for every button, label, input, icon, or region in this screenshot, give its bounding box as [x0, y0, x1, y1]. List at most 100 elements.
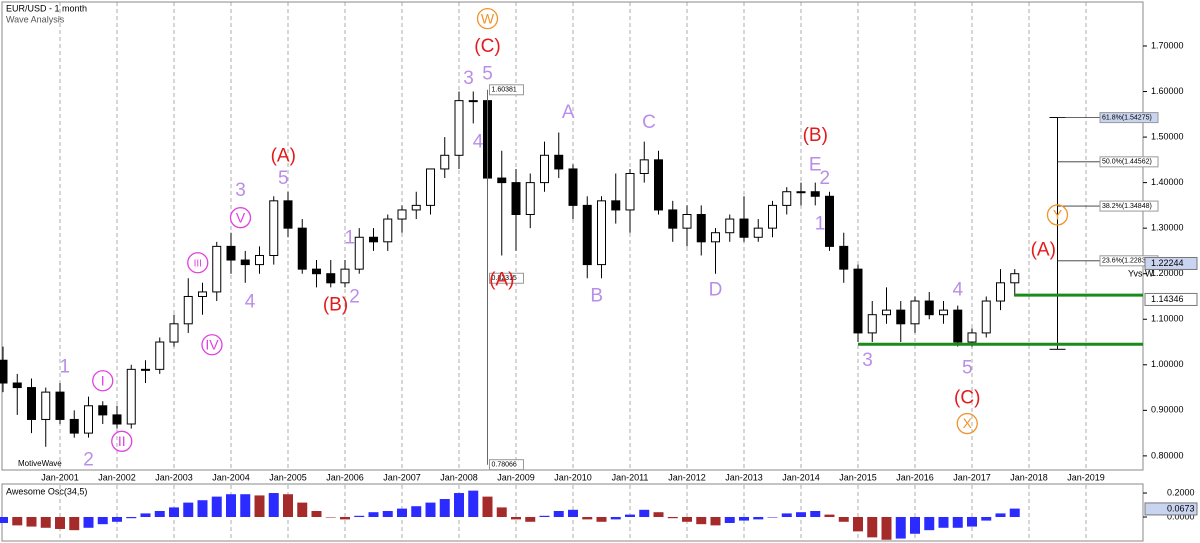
osc-bar — [468, 490, 479, 517]
price-tag-label: 0.0673 — [1167, 503, 1195, 513]
osc-bar — [995, 513, 1006, 517]
candle-body — [1010, 273, 1020, 284]
osc-bar — [126, 516, 137, 519]
annotation-circle — [229, 207, 252, 229]
candle-body — [867, 314, 877, 334]
wave-label: 3 — [235, 180, 246, 201]
osc-bar — [97, 516, 108, 525]
candle-body — [240, 259, 250, 266]
osc-bar — [824, 514, 835, 517]
price-tag — [1144, 502, 1198, 516]
osc-bar — [924, 516, 935, 531]
y-tick-label: 1.00000 — [1151, 359, 1184, 369]
x-tick-label: Jan-2010 — [554, 472, 592, 482]
annotation-circle — [476, 8, 499, 30]
candle-body — [625, 173, 635, 211]
candle-body — [426, 168, 435, 206]
candle-body — [369, 236, 378, 243]
candle-body — [682, 213, 692, 229]
main-panel — [1, 1, 1144, 471]
osc-bar — [283, 494, 293, 517]
fib-tag — [1099, 156, 1159, 168]
x-tick-label: Jan-2003 — [155, 472, 193, 482]
wave-label: V — [236, 209, 246, 225]
wave-label: III — [194, 258, 202, 269]
osc-bar — [539, 515, 550, 517]
fib-label: 23.6%(1.22830) — [1102, 258, 1152, 265]
x-tick-label: Jan-2015 — [839, 472, 877, 482]
x-tick-label: Jan-2005 — [269, 472, 307, 482]
wave-label: (B) — [803, 125, 828, 146]
candle-body — [411, 204, 421, 211]
osc-bar — [411, 506, 422, 517]
candle-body — [468, 100, 478, 103]
candle-body — [696, 213, 706, 243]
candle-body — [554, 154, 564, 170]
osc-bar — [169, 507, 179, 517]
osc-bar — [653, 512, 664, 517]
osc-bar — [425, 502, 436, 517]
osc-bar — [0, 516, 8, 523]
wave-label: (C) — [474, 36, 500, 57]
osc-bar — [12, 516, 23, 526]
candle-body — [297, 227, 307, 270]
wave-label: Y — [1053, 207, 1063, 223]
osc-bar — [26, 516, 37, 527]
osc-bar — [596, 516, 607, 522]
candle-body — [155, 341, 165, 370]
osc-bar — [354, 515, 365, 517]
osc-bar — [938, 516, 949, 528]
osc-bar — [610, 516, 621, 520]
y-tick-label: 1.10000 — [1151, 314, 1184, 324]
y-tick-label: 0.90000 — [1151, 405, 1184, 415]
wave-label: I — [101, 372, 105, 388]
candle-body — [810, 191, 820, 197]
y-tick-label: 0.0000 — [1167, 511, 1195, 521]
wave-label: 1 — [59, 357, 70, 378]
y-tick-label: 1.20000 — [1151, 268, 1184, 278]
candle-body — [55, 391, 65, 420]
candle-body — [340, 268, 350, 284]
measure-label: 0.82315 — [492, 275, 517, 282]
candle-body — [839, 245, 849, 270]
candle-body — [84, 405, 93, 434]
candle-body — [255, 254, 264, 266]
osc-bar — [810, 511, 821, 517]
x-tick-label: Jan-2011 — [612, 472, 649, 482]
x-tick-label: Jan-2013 — [725, 472, 763, 482]
osc-bar — [895, 516, 906, 539]
candle-body — [169, 323, 179, 343]
wave-label: E — [809, 154, 822, 175]
candle-body — [183, 295, 193, 325]
wave-label: IV — [205, 336, 219, 352]
osc-bar — [525, 516, 536, 522]
candle-body — [896, 309, 906, 325]
wave-label: 1 — [815, 214, 826, 235]
x-tick-label: Jan-2007 — [383, 472, 421, 482]
side-note: Yvs W — [1128, 268, 1154, 278]
x-tick-label: Jan-2009 — [497, 472, 535, 482]
osc-bar — [724, 516, 735, 523]
x-tick-label: Jan-2016 — [896, 472, 934, 482]
osc-bar — [867, 516, 878, 538]
candle-body — [924, 300, 934, 316]
osc-bar — [240, 494, 251, 517]
candle-body — [611, 200, 621, 211]
candle-body — [141, 368, 150, 371]
wave-label: (A) — [1031, 240, 1056, 261]
fib-label: 38.2%(1.34848) — [1102, 203, 1152, 210]
price-tag-label: 1.22244 — [1151, 258, 1184, 268]
osc-bar — [582, 516, 593, 520]
wave-label: 4 — [952, 280, 963, 301]
osc-bar — [226, 494, 236, 517]
chart-title: EUR/USD - 1 month — [6, 3, 87, 13]
osc-bar — [952, 516, 963, 528]
osc-bar — [967, 516, 977, 527]
price-tag — [1144, 292, 1198, 306]
osc-bar — [325, 516, 336, 518]
candle-body — [967, 332, 977, 343]
x-tick-label: Jan-2002 — [98, 472, 136, 482]
candle-body — [269, 200, 279, 256]
candle-body — [226, 245, 236, 261]
